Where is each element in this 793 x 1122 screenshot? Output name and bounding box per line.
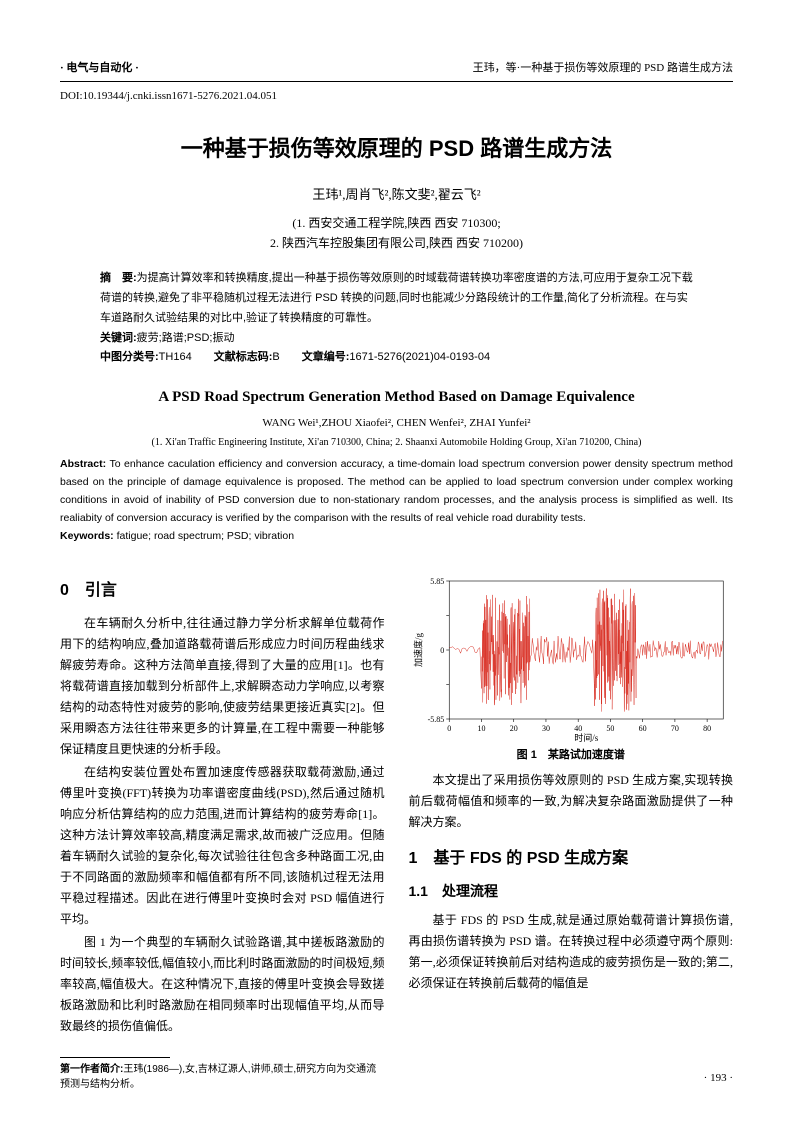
doi: DOI:10.19344/j.cnki.issn1671-5276.2021.0… <box>60 88 733 105</box>
title-en: A PSD Road Spectrum Generation Method Ba… <box>60 386 733 409</box>
abstract-en: Abstract: To enhance caculation efficien… <box>60 456 733 545</box>
articleno: 1671-5276(2021)04-0193-04 <box>349 351 490 363</box>
figure-1-caption: 图 1 某路试加速度谱 <box>409 747 734 764</box>
svg-text:30: 30 <box>541 724 549 733</box>
page-number: · 193 · <box>704 1070 733 1087</box>
classno: TH164 <box>159 351 192 363</box>
para-5: 基于 FDS 的 PSD 生成,就是通过原始载荷谱计算损伤谱,再由损伤谱转换为 … <box>409 910 734 994</box>
affiliations-cn: (1. 西安交通工程学院,陕西 西安 710300; 2. 陕西汽车控股集团有限… <box>60 213 733 254</box>
keywords-en-label: Keywords: <box>60 530 117 542</box>
svg-text:0: 0 <box>440 646 444 655</box>
section-1: 1 基于 FDS 的 PSD 生成方案 <box>409 847 734 871</box>
keywords-label: 关键词: <box>100 332 137 344</box>
svg-text:加速度/g: 加速度/g <box>412 633 423 668</box>
two-column-body: 0 引言 在车辆耐久分析中,往往通过静力学分析求解单位载荷作用下的结构响应,叠加… <box>60 565 733 1092</box>
classno-label: 中图分类号: <box>100 351 159 363</box>
svg-text:20: 20 <box>509 724 517 733</box>
section-1-1: 1.1 处理流程 <box>409 881 734 902</box>
abstract-text: 为提高计算效率和转换精度,提出一种基于损伤等效原则的时域载荷谱转换功率密度谱的方… <box>100 272 693 324</box>
abstract-label: 摘 要: <box>100 272 137 284</box>
figure-1-chart: 01020304050607080-5.8505.85时间/s加速度/g <box>409 573 734 743</box>
para-4: 本文提出了采用损伤等效原则的 PSD 生成方案,实现转换前后载荷幅值和频率的一致… <box>409 770 734 833</box>
affiliation-2: 2. 陕西汽车控股集团有限公司,陕西 西安 710200) <box>60 233 733 253</box>
svg-text:70: 70 <box>670 724 678 733</box>
para-2: 在结构安装位置处布置加速度传感器获取载荷激励,通过傅里叶变换(FFT)转换为功率… <box>60 762 385 930</box>
affiliations-en: (1. Xi'an Traffic Engineering Institute,… <box>60 435 733 450</box>
authors-en: WANG Wei¹,ZHOU Xiaofei², CHEN Wenfei², Z… <box>60 415 733 432</box>
footnote-label: 第一作者简介: <box>60 1064 123 1075</box>
marker-label: 文献标志码: <box>214 351 273 363</box>
footnote-rule <box>60 1057 170 1058</box>
keywords: 疲劳;路谱;PSD;振动 <box>137 332 235 344</box>
page-header: · 电气与自动化 · 王玮，等·一种基于损伤等效原理的 PSD 路谱生成方法 <box>60 60 733 77</box>
figure-1: 01020304050607080-5.8505.85时间/s加速度/g 图 1… <box>409 573 734 764</box>
abstract-en-text: To enhance caculation efficiency and con… <box>60 458 733 524</box>
svg-text:40: 40 <box>574 724 582 733</box>
para-1: 在车辆耐久分析中,往往通过静力学分析求解单位载荷作用下的结构响应,叠加道路载荷谱… <box>60 613 385 760</box>
svg-text:80: 80 <box>703 724 711 733</box>
header-right: 王玮，等·一种基于损伤等效原理的 PSD 路谱生成方法 <box>473 60 733 77</box>
articleno-label: 文章编号: <box>302 351 350 363</box>
footnote: 第一作者简介:王玮(1986—),女,吉林辽源人,讲师,硕士,研究方向为交通流预… <box>60 1062 385 1092</box>
svg-text:5.85: 5.85 <box>430 577 444 586</box>
title-cn: 一种基于损伤等效原理的 PSD 路谱生成方法 <box>60 132 733 165</box>
left-column: 0 引言 在车辆耐久分析中,往往通过静力学分析求解单位载荷作用下的结构响应,叠加… <box>60 565 385 1092</box>
section-0: 0 引言 <box>60 579 385 603</box>
svg-text:0: 0 <box>447 724 451 733</box>
svg-text:50: 50 <box>606 724 614 733</box>
svg-text:60: 60 <box>638 724 646 733</box>
affiliation-1: (1. 西安交通工程学院,陕西 西安 710300; <box>60 213 733 233</box>
right-column: 01020304050607080-5.8505.85时间/s加速度/g 图 1… <box>409 565 734 1092</box>
para-3: 图 1 为一个典型的车辆耐久试验路谱,其中搓板路激励的时间较长,频率较低,幅值较… <box>60 932 385 1037</box>
svg-text:10: 10 <box>477 724 485 733</box>
header-left: · 电气与自动化 · <box>60 60 139 77</box>
keywords-en: fatigue; road spectrum; PSD; vibration <box>117 530 294 542</box>
svg-text:-5.85: -5.85 <box>427 715 444 724</box>
marker: B <box>272 351 279 363</box>
abstract-cn: 摘 要:为提高计算效率和转换精度,提出一种基于损伤等效原则的时域载荷谱转换功率密… <box>100 269 693 368</box>
svg-text:时间/s: 时间/s <box>574 732 599 743</box>
abstract-en-label: Abstract: <box>60 458 110 470</box>
authors-cn: 王玮¹,周肖飞²,陈文斐²,翟云飞² <box>60 185 733 205</box>
header-rule <box>60 81 733 82</box>
